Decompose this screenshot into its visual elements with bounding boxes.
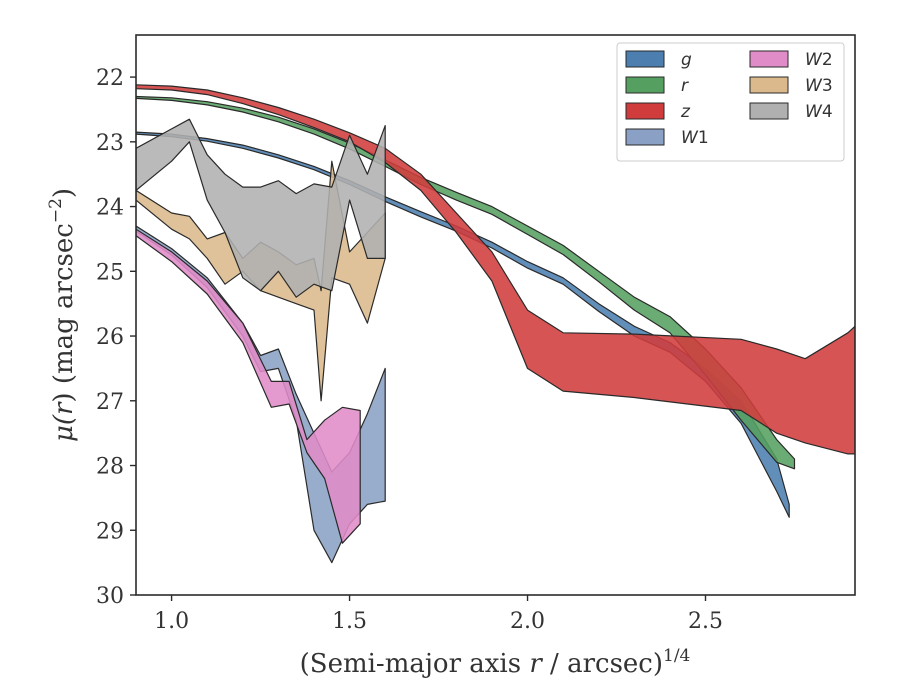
legend-swatch-r	[625, 76, 665, 94]
y-tick-label: 30	[96, 584, 124, 609]
series-band-z	[136, 84, 855, 455]
y-tick-label: 29	[96, 519, 124, 544]
legend-label-r: r	[681, 76, 689, 96]
series-band-w4	[136, 118, 386, 298]
legend-swatch-z	[625, 102, 665, 120]
y-axis-label-end: )	[49, 188, 79, 198]
legend-label-w4: W4	[805, 102, 833, 122]
y-axis-ticks: 22 23 24 25 26 27 28 29 30	[96, 66, 136, 609]
legend-swatch-w1	[625, 128, 665, 146]
legend-swatch-w2	[749, 50, 789, 68]
y-axis-label-exponent: −2	[46, 198, 66, 223]
y-tick-label: 26	[96, 325, 124, 350]
x-axis-label-post: / arcsec)	[542, 649, 663, 679]
legend-label-g: g	[681, 50, 692, 70]
x-tick-label: 1.0	[154, 609, 189, 634]
x-tick-label: 2.5	[688, 609, 723, 634]
x-axis-label-pre: (Semi-major axis	[300, 649, 530, 679]
y-tick-label: 23	[96, 131, 124, 156]
legend-swatch-w4	[749, 102, 789, 120]
legend-label-w1: W1	[681, 128, 709, 148]
legend-box	[616, 42, 845, 162]
y-axis-label-mid: ) (mag arcsec	[49, 223, 79, 402]
series-layer	[136, 84, 855, 564]
x-tick-label: 2.0	[510, 609, 545, 634]
plot-frame	[135, 34, 856, 596]
x-tick-label: 1.5	[332, 609, 367, 634]
y-tick-label: 22	[96, 66, 124, 91]
y-tick-label: 27	[96, 390, 124, 415]
legend: grz W1 W2 W3 W4	[616, 42, 845, 162]
y-axis-label-var: r	[49, 401, 79, 415]
x-axis-label-exponent: 1/4	[663, 646, 690, 666]
legend-label-w2: W2	[805, 50, 833, 70]
x-axis-label-var: r	[529, 649, 543, 679]
x-axis-ticks: 1.0 1.5 2.0 2.5	[154, 595, 723, 634]
series-band-w2	[136, 228, 361, 544]
y-tick-label: 24	[96, 196, 124, 221]
legend-label-w3: W3	[805, 76, 833, 96]
y-axis-label: μ(r) (mag arcsec−2)	[46, 188, 79, 442]
y-tick-label: 28	[96, 455, 124, 480]
y-tick-label: 25	[96, 260, 124, 285]
y-axis-label-mu: μ(	[49, 414, 79, 442]
legend-swatch-w3	[749, 76, 789, 94]
legend-label-z: z	[680, 102, 691, 122]
legend-swatch-g	[625, 50, 665, 68]
x-axis-label: (Semi-major axis r / arcsec)1/4	[300, 646, 691, 679]
